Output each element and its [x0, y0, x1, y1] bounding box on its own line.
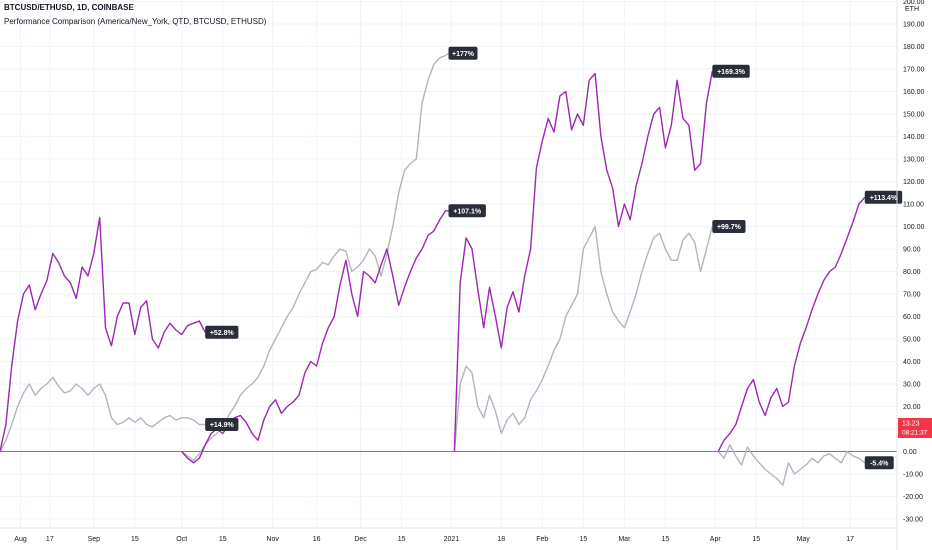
x-tick-label: Dec [354, 536, 367, 543]
perf-label-text: +99.7% [717, 224, 742, 231]
line-layer [0, 52, 897, 486]
x-tick-label: 15 [131, 536, 139, 543]
y-tick-label: 150.00 [903, 112, 925, 119]
btcusd-perf-label: +113.4% [864, 190, 903, 204]
time-axis[interactable]: Aug 17 Sep 15 Oct 15 Nov 16 Dec 15 2021 18 Feb 15 Mar 1… [0, 527, 897, 543]
y-tick-label: -20.00 [903, 494, 923, 501]
y-tick-label: 120.00 [903, 179, 925, 186]
y-tick-label: 90.00 [903, 247, 921, 254]
y-tick-label: 160.00 [903, 89, 925, 96]
y-tick-label: 180.00 [903, 44, 925, 51]
btcusd-line-segment-4 [717, 196, 866, 452]
perf-label-text: +14.9% [210, 422, 235, 429]
y-tick-label: 200.00 [903, 0, 925, 6]
x-tick-label: Feb [536, 536, 548, 543]
y-axis-unit: ETH [905, 6, 919, 13]
y-tick-label: 110.00 [903, 202, 924, 209]
y-tick-label: 50.00 [903, 337, 921, 344]
last-price-tag: 13.23 08:21:37 [898, 418, 932, 438]
perf-label-text: +169.3% [717, 69, 746, 76]
btcusd-perf-label: +169.3% [712, 64, 750, 78]
btcusd-perf-label: +52.8% [205, 325, 239, 339]
perf-label-bg [205, 325, 239, 339]
chart-title: BTCUSD/ETHUSD, 1D, COINBASE [4, 3, 134, 12]
ethusd-perf-label: +14.9% [205, 418, 239, 431]
ethusd-line-segment-3 [453, 225, 713, 452]
x-tick-label: Aug [14, 536, 27, 543]
perf-label-bg [864, 190, 903, 204]
perf-label-text: +113.4% [870, 195, 898, 202]
bar-countdown: 08:21:37 [902, 430, 928, 437]
y-tick-label: 30.00 [903, 382, 921, 389]
x-tick-label: Oct [176, 536, 187, 543]
perf-label-bg [712, 64, 750, 78]
y-tick-label: 60.00 [903, 314, 921, 321]
btcusd-line-segment-1 [0, 216, 206, 452]
x-tick-label: 15 [662, 536, 670, 543]
x-tick-label: 15 [752, 536, 760, 543]
y-tick-label: 40.00 [903, 359, 921, 366]
perf-label-text: +107.1% [453, 208, 482, 215]
perf-label-bg [205, 418, 239, 431]
x-tick-label: May [797, 536, 811, 543]
price-axis[interactable]: -30.00-20.00-10.000.0010.0020.0030.0040.… [896, 0, 932, 550]
btcusd-line-segment-3 [453, 71, 713, 452]
y-tick-label: 170.00 [903, 67, 925, 74]
perf-label-bg [448, 204, 486, 218]
y-tick-label: 80.00 [903, 269, 921, 276]
x-tick-label: 15 [219, 536, 227, 543]
y-tick-label: 130.00 [903, 157, 925, 164]
perf-label-bg [448, 46, 478, 60]
perf-label-bg [864, 456, 894, 470]
y-tick-label: 70.00 [903, 292, 921, 299]
last-price-tag-bg [898, 418, 932, 438]
y-tick-label: -10.00 [903, 472, 923, 479]
y-tick-label: 20.00 [903, 404, 921, 411]
x-tick-label: 15 [579, 536, 587, 543]
last-price-value: 13.23 [902, 421, 920, 428]
x-tick-label: Sep [88, 536, 101, 543]
chart-subtitle: Performance Comparison (America/New_York… [4, 17, 267, 26]
grid-layer [0, 0, 897, 528]
ethusd-line-segment-4 [717, 444, 866, 486]
x-tick-label: 18 [497, 536, 505, 543]
ethusd-perf-label: +99.7% [712, 220, 746, 233]
x-tick-label: 17 [46, 536, 54, 543]
x-tick-label: 17 [846, 536, 854, 543]
x-tick-label: 16 [313, 536, 321, 543]
label-layer: +52.8% +107.1% +169.3% +113.4% +14.9% +177% +9… [205, 46, 903, 470]
y-tick-label: 0.00 [903, 449, 917, 456]
ethusd-perf-label: +177% [448, 46, 478, 60]
ethusd-line-segment-1 [0, 376, 206, 452]
perf-label-text: -5.4% [870, 460, 889, 467]
ethusd-perf-label: -5.4% [864, 456, 894, 470]
perf-label-text: +177% [452, 51, 475, 58]
x-tick-label: 15 [398, 536, 406, 543]
x-tick-label: 2021 [444, 536, 460, 543]
y-tick-label: 140.00 [903, 134, 925, 141]
x-tick-label: Nov [266, 536, 279, 543]
y-tick-label: 100.00 [903, 224, 925, 231]
y-tick-label: -30.00 [903, 517, 923, 524]
perf-label-text: +52.8% [210, 330, 235, 337]
x-tick-label: Mar [618, 536, 631, 543]
x-tick-label: Apr [710, 536, 722, 543]
perf-label-bg [712, 220, 746, 233]
y-tick-label: 190.00 [903, 22, 925, 29]
btcusd-perf-label: +107.1% [448, 204, 486, 218]
